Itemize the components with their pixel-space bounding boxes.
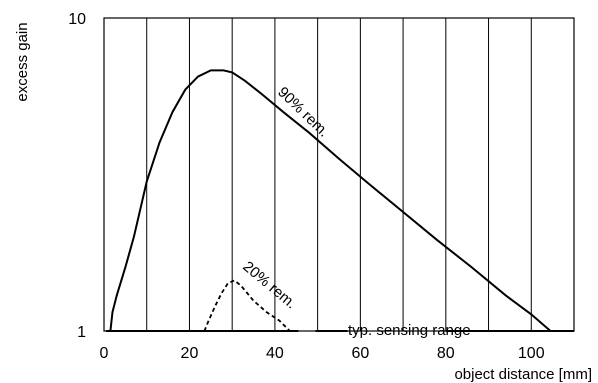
series-line-90-rem — [109, 69, 552, 332]
x-tick-label: 100 — [518, 345, 545, 362]
tick-labels: 0 20 40 60 80 100 1 10 — [68, 11, 545, 362]
series-label-20-rem: 20% rem. — [239, 258, 299, 312]
grid — [146, 18, 532, 331]
series-line-20-rem — [203, 279, 291, 332]
x-axis-label: object distance [mm] — [454, 366, 592, 383]
x-tick-label: 80 — [437, 345, 455, 362]
plot-frame — [103, 17, 575, 332]
sensing-range-label: typ. sensing range — [348, 322, 471, 339]
y-tick-label: 10 — [68, 11, 86, 28]
x-tick-label: 20 — [181, 345, 199, 362]
x-tick-label: 60 — [351, 345, 369, 362]
x-tick-label: 0 — [100, 345, 109, 362]
curves — [109, 69, 552, 332]
y-tick-label: 1 — [77, 324, 86, 341]
y-axis-label: excess gain — [14, 22, 31, 101]
x-tick-label: 40 — [266, 345, 284, 362]
